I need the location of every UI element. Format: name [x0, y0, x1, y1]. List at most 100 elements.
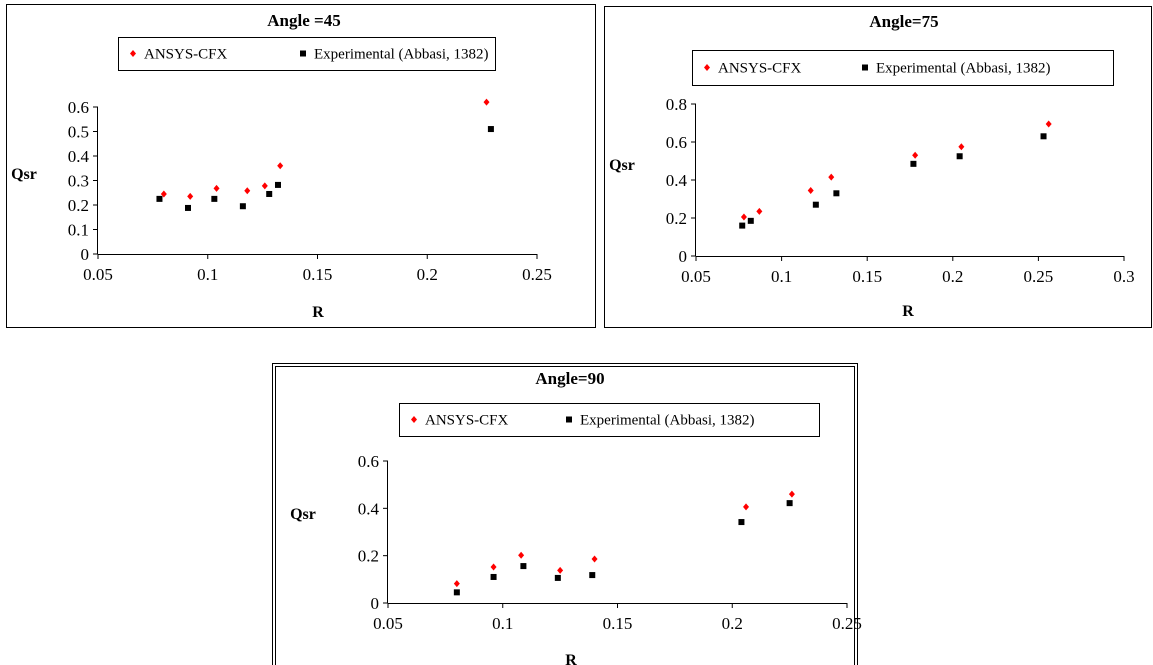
legend-label: Experimental (Abbasi, 1382) — [580, 413, 755, 429]
x-tick-label: 0.2 — [722, 614, 743, 633]
legend-label: ANSYS-CFX — [718, 61, 802, 77]
data-point-experimental — [554, 574, 561, 581]
data-point-ansys — [213, 184, 220, 192]
x-tick-label: 0.25 — [1024, 267, 1054, 286]
x-tick-label: 0.3 — [1113, 267, 1134, 286]
data-point-experimental — [184, 204, 191, 211]
data-point-experimental — [812, 201, 819, 208]
y-tick-label: 0.2 — [666, 209, 687, 228]
x-tick-label: 0.05 — [681, 267, 711, 286]
y-tick-label: 0.4 — [68, 147, 90, 166]
y-tick-label: 0.6 — [358, 452, 379, 471]
data-point-ansys — [1045, 120, 1052, 128]
data-point-experimental — [747, 217, 754, 224]
y-tick-label: 0.4 — [358, 499, 380, 518]
x-axis-label: R — [565, 652, 577, 665]
data-point-ansys — [557, 566, 564, 574]
data-point-ansys — [160, 190, 167, 198]
legend-label: ANSYS-CFX — [144, 47, 228, 63]
data-point-ansys — [277, 162, 284, 170]
x-tick-label: 0.15 — [303, 265, 333, 284]
legend-box — [692, 50, 1114, 86]
data-point-ansys — [912, 151, 919, 159]
x-tick-label: 0.1 — [197, 265, 218, 284]
legend-marker-square-icon — [862, 64, 868, 71]
data-point-experimental — [786, 500, 793, 507]
data-point-ansys — [453, 580, 460, 588]
data-point-ansys — [490, 563, 497, 571]
data-point-experimental — [266, 190, 273, 197]
x-tick-label: 0.1 — [492, 614, 513, 633]
data-point-ansys — [807, 186, 814, 194]
chart-frame-inner — [275, 366, 855, 665]
y-axis-label: Qsr — [609, 157, 635, 174]
data-point-ansys — [756, 207, 763, 215]
legend-label: Experimental (Abbasi, 1382) — [314, 47, 489, 63]
data-point-experimental — [274, 181, 281, 188]
legend-marker-diamond-icon — [704, 64, 710, 71]
y-tick-label: 0.6 — [666, 133, 687, 152]
data-point-experimental — [520, 563, 527, 570]
data-point-experimental — [589, 572, 596, 579]
x-tick-label: 0.2 — [942, 267, 963, 286]
x-tick-label: 0.2 — [417, 265, 438, 284]
data-point-experimental — [739, 222, 746, 229]
x-tick-label: 0.15 — [603, 614, 633, 633]
data-point-experimental — [453, 589, 460, 596]
data-point-ansys — [187, 192, 194, 200]
data-point-experimental — [487, 126, 494, 133]
legend-box — [118, 37, 496, 71]
legend-label: Experimental (Abbasi, 1382) — [876, 61, 1051, 77]
y-tick-label: 0.6 — [68, 98, 89, 117]
chart-frame-outer — [272, 363, 858, 665]
y-tick-label: 0 — [679, 247, 688, 266]
x-tick-label: 0.1 — [771, 267, 792, 286]
data-point-ansys — [788, 490, 795, 498]
chart-angle-90-svg: Angle=90 ANSYS-CFX Experimental (Abbasi, 1… — [272, 363, 862, 665]
x-axis-label: R — [312, 304, 324, 321]
legend-box — [399, 403, 820, 437]
chart-angle-90: Angle=90 ANSYS-CFX Experimental (Abbasi, 1… — [272, 363, 862, 665]
data-point-ansys — [740, 213, 747, 221]
y-tick-label: 0.5 — [68, 123, 89, 142]
y-tick-label: 0.1 — [68, 221, 89, 240]
x-tick-label: 0.05 — [83, 265, 113, 284]
data-point-ansys — [244, 187, 251, 195]
chart-angle-45: Angle =45 ANSYS-CFX Experimental (Abbasi, … — [6, 4, 596, 328]
y-tick-label: 0.3 — [68, 172, 89, 191]
data-point-ansys — [518, 551, 525, 559]
data-point-experimental — [239, 203, 246, 210]
legend-marker-diamond-icon — [130, 50, 136, 57]
y-tick-label: 0.2 — [68, 196, 89, 215]
chart-title: Angle =45 — [267, 11, 340, 30]
chart-title: Angle=75 — [869, 12, 938, 31]
x-axis-label: R — [902, 303, 914, 320]
data-point-experimental — [156, 195, 163, 202]
chart-title: Angle=90 — [535, 369, 604, 388]
y-axis-label: Qsr — [11, 166, 37, 183]
y-tick-label: 0.2 — [358, 547, 379, 566]
data-point-experimental — [738, 519, 745, 526]
data-point-experimental — [833, 190, 840, 197]
y-tick-label: 0.4 — [666, 171, 688, 190]
data-point-experimental — [211, 195, 218, 202]
x-tick-label: 0.15 — [852, 267, 882, 286]
data-point-experimental — [910, 160, 917, 167]
x-tick-label: 0.25 — [832, 614, 862, 633]
legend-marker-diamond-icon — [411, 416, 417, 423]
x-tick-label: 0.25 — [522, 265, 552, 284]
chart-angle-45-svg: Angle =45 ANSYS-CFX Experimental (Abbasi, … — [6, 4, 596, 328]
data-point-ansys — [261, 182, 268, 190]
y-tick-label: 0 — [81, 245, 90, 264]
y-axis-label: Qsr — [290, 506, 316, 523]
data-point-ansys — [591, 555, 598, 563]
legend-marker-square-icon — [566, 416, 572, 423]
x-tick-label: 0.05 — [373, 614, 403, 633]
data-point-ansys — [828, 173, 835, 181]
data-point-experimental — [490, 573, 497, 580]
data-point-ansys — [743, 503, 750, 511]
data-point-ansys — [483, 98, 490, 106]
y-tick-label: 0.8 — [666, 95, 687, 114]
chart-angle-75-svg: Angle=75 ANSYS-CFX Experimental (Abbasi, 1… — [604, 6, 1152, 328]
chart-angle-75: Angle=75 ANSYS-CFX Experimental (Abbasi, 1… — [604, 6, 1152, 328]
